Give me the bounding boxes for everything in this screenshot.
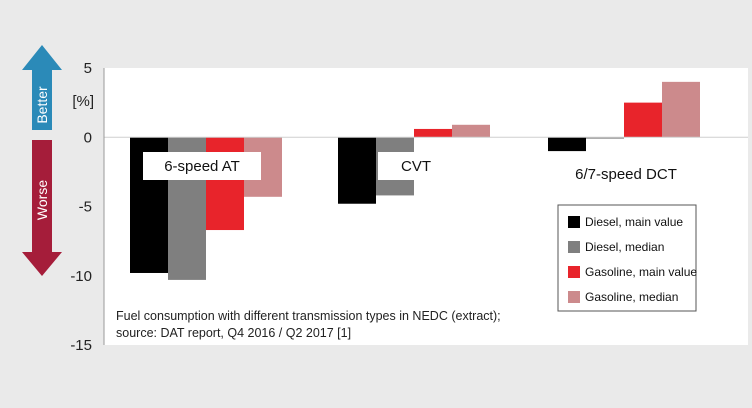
legend-label: Diesel, main value [585,215,683,229]
better-label: Better [34,86,50,124]
y-tick-labels: 5 0 -5 -10 -15 [70,60,92,354]
caption-line-2: source: DAT report, Q4 2016 / Q2 2017 [1… [116,326,351,340]
bar [414,128,452,138]
legend-swatch [568,266,580,278]
category-label-at: 6-speed AT [143,152,261,180]
legend: Diesel, main value Diesel, median Gasoline… [557,204,697,312]
legend-swatch [568,291,580,303]
category-label-box [378,152,454,180]
y-axis-unit: [%] [72,93,94,110]
caption-line-1: Fuel consumption with different transmis… [116,309,501,323]
category-label-text: CVT [401,158,431,175]
legend-label: Gasoline, median [585,290,678,304]
worse-label: Worse [34,180,50,220]
category-label-box [560,160,692,188]
bar [624,102,662,138]
bar [452,124,490,138]
category-label-cvt: CVT [378,152,454,180]
worse-arrow: Worse [22,140,62,276]
y-tick-label: -15 [70,337,92,354]
category-label-text: 6-speed AT [164,158,240,175]
legend-label: Gasoline, main value [585,265,697,279]
caption: Fuel consumption with different transmis… [116,309,501,340]
legend-box [557,204,697,312]
legend-items: Diesel, main value Diesel, median Gasoline… [568,215,697,304]
category-label-box [143,152,261,180]
category-label-dct: 6/7-speed DCT [560,160,692,188]
bar [662,81,700,138]
y-tick-label: -10 [70,268,92,285]
category-label-text: 6/7-speed DCT [575,166,677,183]
y-tick-label: 0 [84,129,92,146]
y-tick-label: -5 [79,199,92,216]
legend-label: Diesel, median [585,240,664,254]
bar [338,137,376,204]
bar [586,137,624,139]
better-arrow: Better [22,45,62,130]
y-tick-label: 5 [84,60,92,77]
bar [548,137,586,152]
legend-swatch [568,241,580,253]
bar [206,137,244,231]
legend-swatch [568,216,580,228]
